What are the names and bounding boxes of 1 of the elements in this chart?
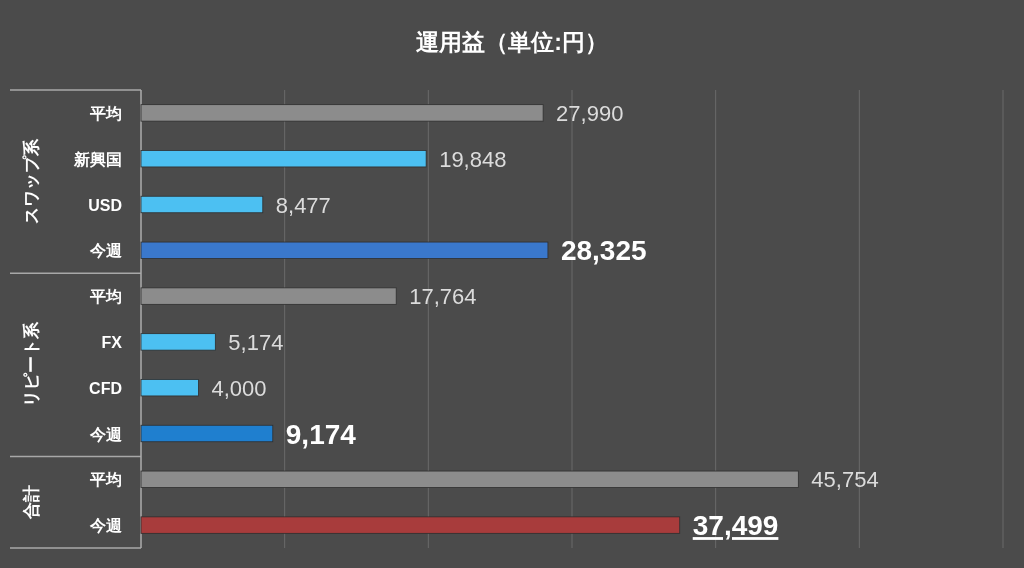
title: 運用益（単位:円） <box>416 29 608 55</box>
